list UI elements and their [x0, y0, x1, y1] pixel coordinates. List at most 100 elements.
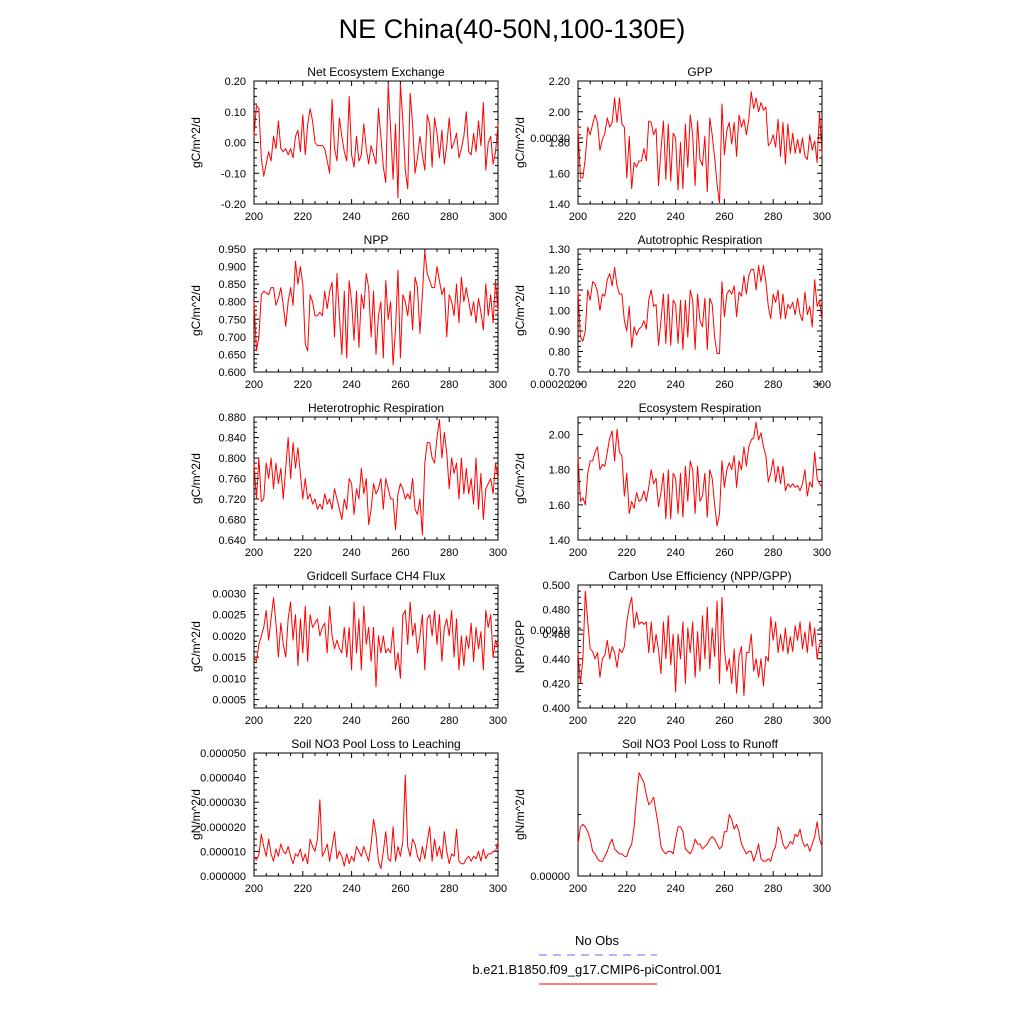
y-tick-label: 0.880 [218, 412, 246, 424]
series-line [253, 250, 499, 366]
chart-title: Ecosystem Respiration [639, 401, 762, 415]
y-tick-label: -0.10 [221, 168, 246, 180]
y-tick-label: 0.000040 [200, 773, 246, 785]
x-tick-label: 260 [391, 547, 409, 559]
x-tick-label: 300 [813, 883, 831, 895]
y-tick-label: 0.700 [218, 332, 246, 344]
chart-title: GPP [687, 65, 712, 79]
series-line [253, 597, 499, 688]
y-tick-label: 1.30 [549, 244, 570, 256]
y-axis-label: gN/m^2/d [189, 789, 203, 840]
series-line [577, 91, 823, 205]
x-tick-label: 300 [813, 379, 831, 391]
x-tick-label: 260 [391, 715, 409, 727]
chart-title: Soil NO3 Pool Loss to Runoff [622, 737, 779, 751]
y-tick-label: 0.760 [218, 474, 246, 486]
x-tick-label: 240 [666, 211, 684, 223]
series-line [253, 774, 499, 870]
x-tick-label: 300 [813, 715, 831, 727]
series-line [253, 419, 499, 536]
y-tick-label: 1.00 [549, 306, 570, 318]
x-tick-label: 280 [764, 211, 782, 223]
x-tick-label: 240 [342, 883, 360, 895]
y-tick-label: 0.840 [218, 433, 246, 445]
y-tick-label: 0.420 [542, 678, 570, 690]
y-tick-label: 1.40 [549, 535, 570, 547]
x-tick-label: 240 [666, 379, 684, 391]
x-tick-label: 240 [342, 211, 360, 223]
chart-panel-er: Ecosystem Respiration gC/m^2/d 200 220 240 26… [513, 401, 831, 559]
y-axis-label: gN/m^2/d [513, 789, 527, 840]
y-tick-label: 0.460 [542, 629, 570, 641]
chart-title: Autotrophic Respiration [638, 233, 763, 247]
chart-panel-cue: Carbon Use Efficiency (NPP/GPP) NPP/GPP 20… [513, 569, 831, 727]
y-tick-label: 0.000020 [200, 822, 246, 834]
x-tick-label: 280 [440, 379, 458, 391]
plot-frame [577, 584, 823, 709]
chart-panel-hr: Heterotrophic Respiration gC/m^2/d 200 220 2… [189, 401, 507, 559]
y-tick-label: 0.440 [542, 654, 570, 666]
x-tick-label: 220 [294, 883, 312, 895]
chart-title: Gridcell Surface CH4 Flux [307, 569, 446, 583]
x-tick-label: 300 [813, 211, 831, 223]
x-tick-label: 220 [294, 211, 312, 223]
y-tick-label: 0.0015 [212, 652, 246, 664]
x-tick-label: 220 [618, 379, 636, 391]
y-tick-label: 0.80 [549, 347, 570, 359]
chart-panel-ar: Autotrophic Respiration gC/m^2/d 200 220 240… [513, 233, 831, 391]
x-tick-label: 280 [764, 715, 782, 727]
x-tick-label: 200 [245, 379, 263, 391]
y-axis-label: gC/m^2/d [189, 453, 203, 504]
x-tick-label: 300 [489, 547, 507, 559]
x-tick-label: 260 [391, 883, 409, 895]
y-axis-label: gC/m^2/d [189, 621, 203, 672]
plot-frame [577, 416, 823, 541]
y-axis-label: gC/m^2/d [513, 453, 527, 504]
page-title: NE China(40-50N,100-130E) [338, 14, 686, 44]
chart-panel-runoff: Soil NO3 Pool Loss to Runoff gN/m^2/d 200 2… [513, 133, 831, 895]
series-line [577, 421, 823, 527]
y-tick-label: 1.80 [549, 138, 570, 150]
x-tick-label: 220 [294, 379, 312, 391]
x-tick-label: 280 [440, 883, 458, 895]
x-tick-label: 280 [440, 547, 458, 559]
y-tick-label: 0.000050 [200, 748, 246, 760]
x-tick-label: 200 [245, 547, 263, 559]
x-tick-label: 220 [294, 715, 312, 727]
x-tick-label: 260 [715, 883, 733, 895]
x-tick-label: 220 [618, 547, 636, 559]
series-line [577, 590, 823, 697]
chart-title: Net Ecosystem Exchange [307, 65, 445, 79]
y-tick-label: 0.500 [542, 580, 570, 592]
y-axis-label: gC/m^2/d [513, 117, 527, 168]
y-tick-label: 0.00030 [530, 133, 570, 145]
chart-panel-leach: Soil NO3 Pool Loss to Leaching gN/m^2/d 20… [189, 737, 507, 895]
x-tick-label: 280 [440, 211, 458, 223]
x-tick-label: 260 [715, 715, 733, 727]
x-tick-label: 280 [764, 883, 782, 895]
y-tick-label: 0.600 [218, 367, 246, 379]
chart-title: Carbon Use Efficiency (NPP/GPP) [608, 569, 791, 583]
x-tick-label: 220 [294, 547, 312, 559]
y-tick-label: 0.0020 [212, 631, 246, 643]
plot-frame [577, 752, 823, 877]
y-axis-label: gC/m^2/d [513, 285, 527, 336]
x-tick-label: 300 [489, 211, 507, 223]
chart-title: Heterotrophic Respiration [308, 401, 444, 415]
x-tick-label: 200 [245, 211, 263, 223]
y-tick-label: 0.00000 [530, 871, 570, 883]
x-tick-label: 200 [569, 883, 587, 895]
x-tick-label: 200 [569, 547, 587, 559]
x-tick-label: 260 [715, 547, 733, 559]
y-tick-label: 0.00010 [530, 625, 570, 637]
y-tick-label: 0.20 [225, 76, 246, 88]
chart-panel-nee: Net Ecosystem Exchange gC/m^2/d 200 220 240 2… [189, 65, 507, 223]
y-tick-label: 0.900 [218, 262, 246, 274]
x-tick-label: 280 [764, 379, 782, 391]
y-tick-label: 0.000030 [200, 797, 246, 809]
x-tick-label: 240 [342, 715, 360, 727]
y-tick-label: 0.0030 [212, 588, 246, 600]
x-tick-label: 200 [569, 715, 587, 727]
chart-title: Soil NO3 Pool Loss to Leaching [291, 737, 460, 751]
y-tick-label: 1.10 [549, 285, 570, 297]
